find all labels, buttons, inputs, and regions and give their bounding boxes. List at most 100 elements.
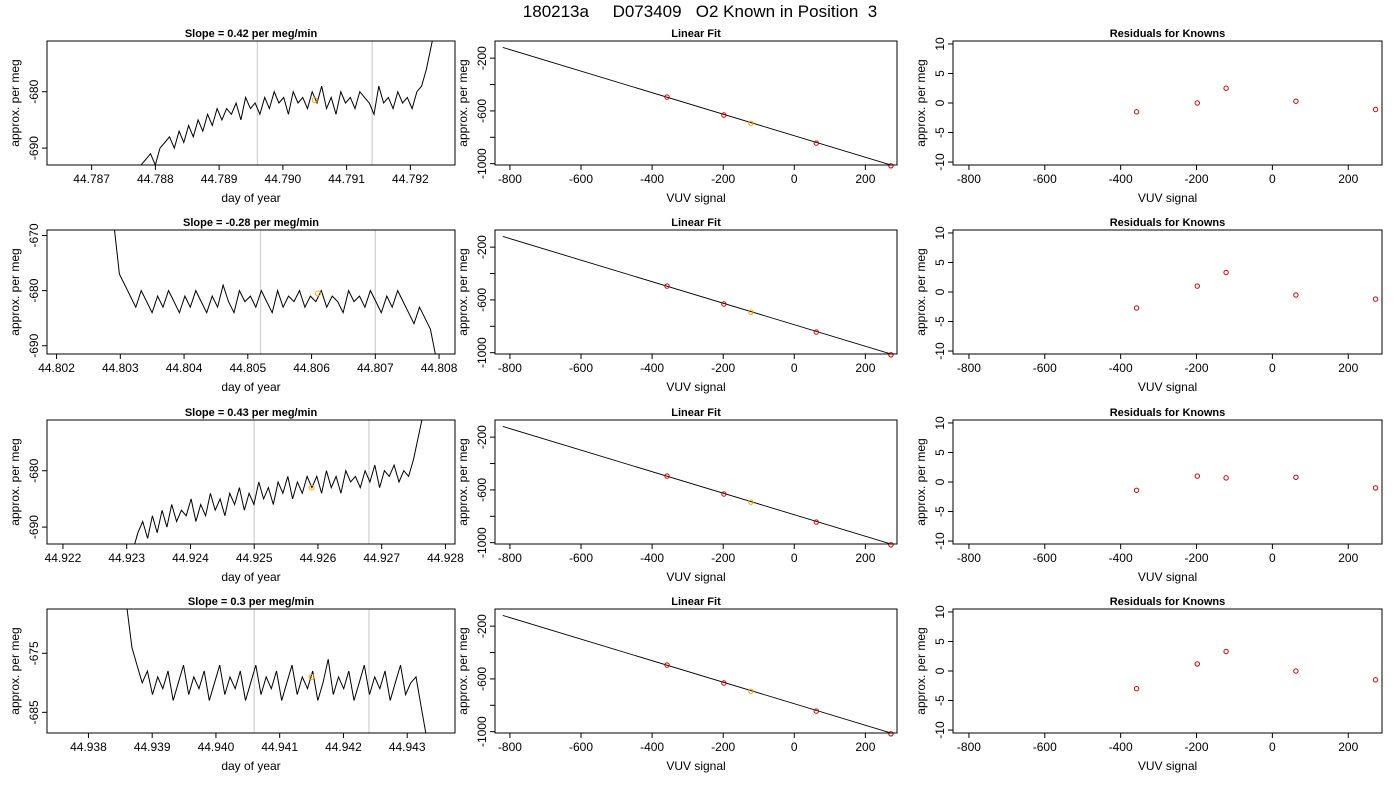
y-tick-label: 0 [933,99,947,106]
residual-point [1223,475,1229,481]
x-tick-label: -200 [1185,172,1209,186]
x-tick-label: -600 [569,551,593,565]
y-tick-label: -690 [27,333,41,357]
fit-data-point [888,163,894,169]
y-axis-label: approx. per meg [914,59,928,146]
x-tick-label: 44.927 [363,551,400,565]
plot-frame [494,229,898,355]
y-tick-label: -600 [475,478,489,502]
residual-point [1293,474,1299,480]
x-tick-label: 44.923 [108,551,145,565]
y-tick-label: -680 [27,458,41,482]
chart-title: Slope = -0.28 per meg/min [183,217,319,229]
x-tick-label: -200 [711,740,735,754]
residual-point [1133,305,1140,311]
x-tick-label: -200 [711,551,735,565]
x-tick-label: 0 [791,740,798,754]
residual-point [1293,292,1299,298]
x-tick-label: -200 [1185,361,1209,375]
residual-point [1372,485,1379,491]
x-tick-label: 44.924 [172,551,209,565]
plot-frame [494,40,898,166]
data-point-marker [308,673,315,680]
residual-point [1194,100,1200,106]
chart-panel-r4-c2: Linear Fit -800 -600 -400 -200 0 200 -200 -600 -1… [456,596,898,773]
x-axis-label: day of year [221,380,280,394]
x-tick-label: 44.807 [357,361,394,375]
fit-data-point [721,301,727,307]
x-tick-label: -200 [1185,740,1209,754]
chart-title: Linear Fit [671,596,721,608]
x-tick-label: -800 [957,740,981,754]
x-tick-label: 44.788 [137,172,174,186]
residual-point [1194,661,1200,667]
y-tick-label: -1000 [475,337,489,368]
fit-line [502,615,892,733]
chart-panel-r4-c3: Residuals for Knowns -800 -600 -400 -200 0 200… [914,596,1383,773]
y-tick-label: 5 [933,70,947,77]
chart-title: Linear Fit [671,28,721,40]
x-tick-label: -200 [1185,551,1209,565]
residual-point [1372,296,1379,302]
x-axis-label: VUV signal [1138,570,1197,584]
y-axis-label: approx. per meg [8,248,22,335]
x-tick-label: -400 [640,172,664,186]
fit-data-point [748,499,754,505]
plot-frame [494,419,898,545]
residual-point [1293,98,1299,104]
y-tick-label: -690 [27,136,41,160]
y-axis-label: approx. per meg [456,248,470,335]
chart-panel-r2-c3: Residuals for Knowns -800 -600 -400 -200 0 200… [914,217,1383,394]
x-tick-label: -200 [711,172,735,186]
x-tick-label: 200 [1338,740,1358,754]
x-tick-label: 44.804 [166,361,203,375]
x-tick-label: 44.926 [300,551,337,565]
x-tick-label: 200 [1338,172,1358,186]
data-point-marker [311,97,318,104]
fit-data-point [748,309,754,315]
y-tick-label: -200 [475,425,489,449]
plot-frame [952,608,1383,734]
x-tick-label: 44.790 [265,172,302,186]
x-tick-label: 44.792 [392,172,429,186]
x-tick-label: 44.943 [389,740,426,754]
x-tick-label: -800 [498,172,522,186]
x-tick-label: -600 [1033,172,1057,186]
x-tick-label: 200 [855,740,875,754]
y-tick-label: -200 [475,46,489,70]
fit-data-point [664,473,670,479]
x-tick-label: -800 [498,361,522,375]
plot-frame [952,419,1383,545]
x-tick-label: 44.925 [236,551,273,565]
y-axis-label: approx. per meg [456,627,470,714]
plot-frame [952,40,1383,166]
residual-point [1223,269,1229,276]
chart-panel-r3-c1: Slope = 0.43 per meg/min 44.922 44.923 44.9… [8,407,464,584]
y-tick-label: -10 [933,153,947,171]
plot-frame [46,229,456,355]
x-axis-label: VUV signal [1138,191,1197,205]
chart-title: Residuals for Knowns [1110,596,1226,608]
y-tick-label: 10 [933,226,947,240]
fit-line [502,426,892,544]
residual-point [1194,473,1200,479]
x-tick-label: -600 [569,361,593,375]
y-tick-label: -690 [27,515,41,539]
page-title: 180213a D073409 O2 Known in Position 3 [522,2,878,21]
x-tick-label: 44.922 [45,551,82,565]
fit-data-point [813,708,820,714]
fit-data-point [664,283,670,289]
x-tick-label: -600 [569,740,593,754]
x-tick-label: 0 [1269,740,1276,754]
fit-data-point [813,519,820,525]
y-axis-label: approx. per meg [8,438,22,525]
x-tick-label: -400 [640,740,664,754]
x-tick-label: 44.802 [38,361,75,375]
x-tick-label: -400 [1109,361,1133,375]
data-point-marker [314,290,321,297]
residual-point [1223,648,1229,655]
fit-data-point [748,688,754,694]
y-tick-label: -10 [933,721,947,739]
x-tick-label: 44.942 [325,740,362,754]
